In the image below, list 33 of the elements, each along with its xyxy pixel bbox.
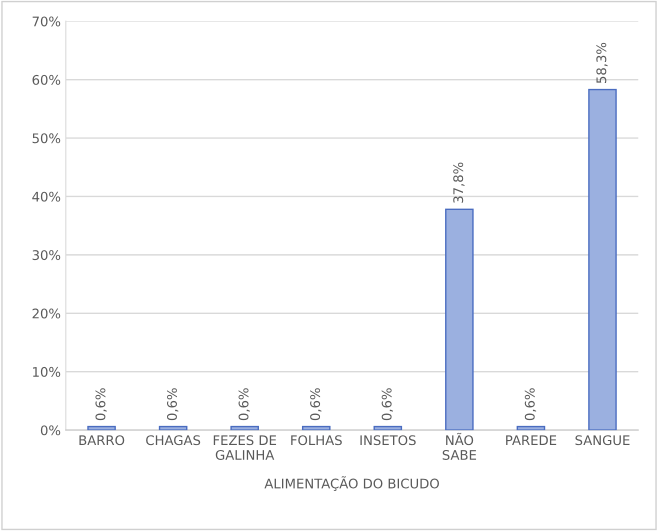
bar	[158, 426, 188, 430]
bar	[588, 88, 617, 430]
data-label: 0,6%	[310, 388, 322, 420]
x-axis-title: ALIMENTAÇÃO DO BICUDO	[264, 476, 439, 491]
x-tick-label: CHAGAS	[146, 435, 200, 446]
data-label: 0,6%	[382, 388, 393, 420]
bar	[516, 426, 546, 430]
x-tick-label: PAREDE	[506, 435, 556, 445]
x-tick-label: INSETOS	[360, 435, 416, 446]
y-tick-label: 50%	[32, 133, 60, 144]
y-tick-label: 30%	[32, 250, 60, 260]
x-tick-label: SANGUE	[575, 435, 630, 446]
y-tick-label: 10%	[33, 366, 60, 377]
data-label: 0,6%	[524, 388, 536, 420]
data-label: 58,3%	[596, 42, 608, 84]
y-tick-label: 40%	[32, 192, 60, 202]
y-tick-label: 70%	[32, 16, 60, 26]
x-tick-label: NÃO SABE	[442, 432, 476, 460]
bar	[374, 426, 402, 430]
x-tick-label: FOLHAS	[291, 435, 342, 446]
x-tick-label: BARRO	[79, 435, 124, 446]
data-label: 37,8%	[453, 162, 465, 203]
data-label: 0,6%	[238, 388, 250, 420]
y-tick-label: 60%	[32, 74, 60, 85]
bar	[87, 426, 116, 430]
bar	[445, 208, 474, 430]
data-label: 0,6%	[95, 388, 107, 420]
x-tick-label: FEZES DE GALINHA	[214, 435, 276, 460]
data-label: 0,6%	[166, 388, 178, 420]
y-tick-label: 0%	[40, 425, 60, 436]
bar	[302, 426, 331, 430]
y-tick-label: 20%	[32, 308, 60, 318]
bar	[230, 426, 259, 430]
